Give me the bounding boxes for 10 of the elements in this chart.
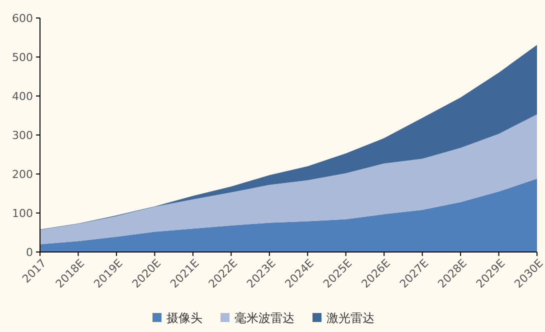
y-tick-label: 400 <box>12 90 33 103</box>
y-tick-label: 500 <box>12 50 33 64</box>
y-tick-label: 0 <box>26 246 33 259</box>
legend-label: 毫米波雷达 <box>234 311 294 326</box>
y-tick-label: 100 <box>12 206 33 220</box>
y-tick-label: 600 <box>12 12 33 25</box>
legend-label: 摄像头 <box>166 311 202 326</box>
legend-label: 激光雷达 <box>326 311 374 326</box>
y-tick-label: 300 <box>12 128 33 142</box>
y-tick-label: 200 <box>12 168 33 181</box>
